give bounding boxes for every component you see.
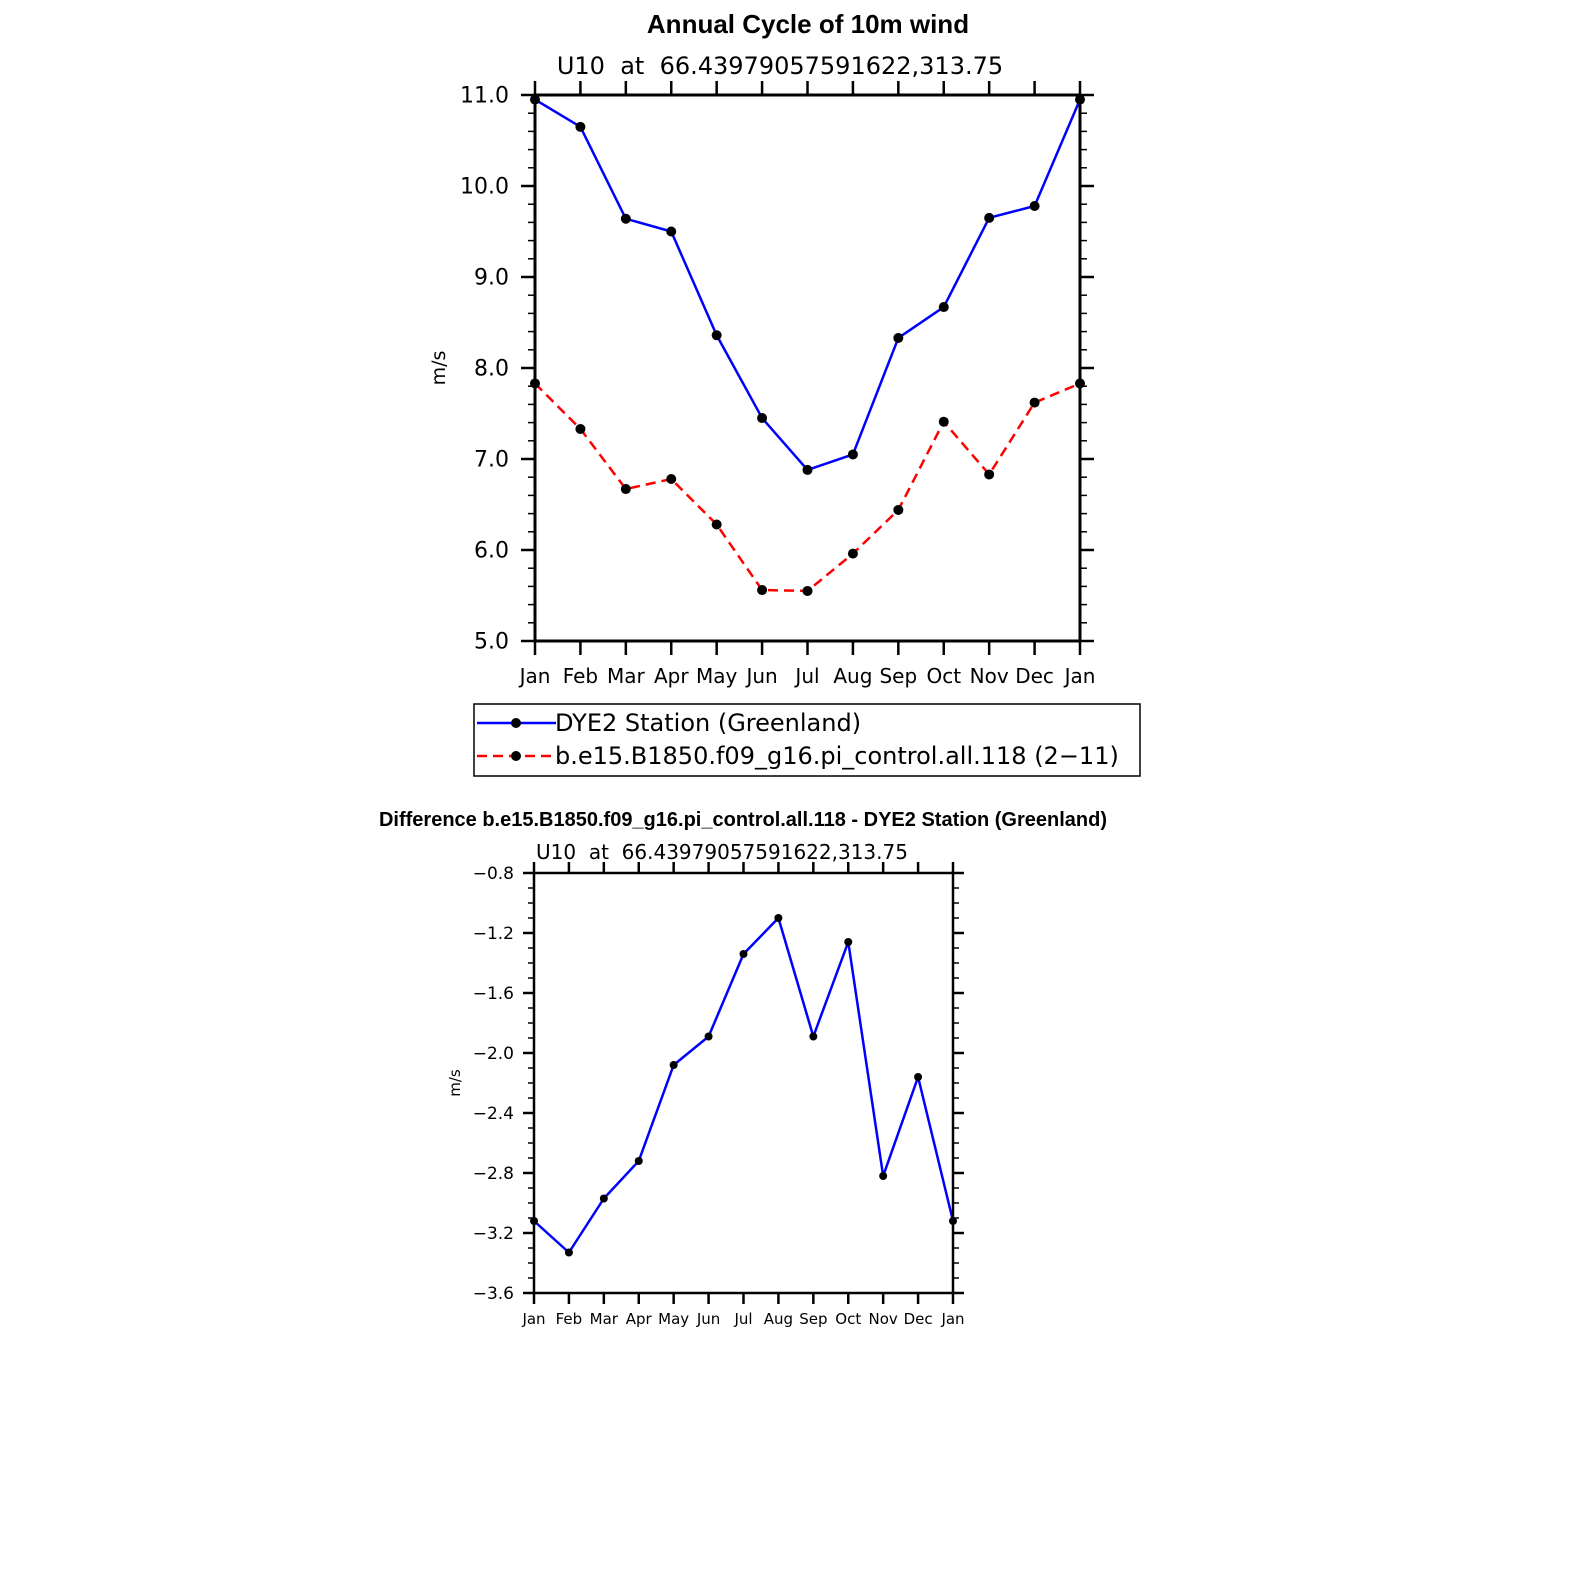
x-tick-label: Oct [926,664,961,688]
x-tick-label: Jan [521,1310,545,1328]
top-chart-frame [533,93,1082,643]
y-tick-label: 8.0 [474,357,509,382]
series-0-point [984,212,995,223]
top-chart-ylabel: m/s [428,351,450,386]
x-tick-label: Jun [696,1310,720,1328]
top-chart-axes: Jan Feb Mar Apr May Jun Jul Aug Sep Oct Nov Dec Jan 5… [460,81,1095,688]
x-tick-label: Mar [607,664,646,688]
legend-label-model: b.e15.B1850.f09_g16.pi_control.all.118 (… [555,742,1119,770]
series-1-point [620,484,631,495]
x-tick-label: Aug [833,664,872,688]
legend-marker-station [511,718,521,728]
x-tick-label: Apr [626,1310,653,1328]
bottom-chart-axes: Jan Feb Mar Apr May Jun Jul Aug Sep Oct Nov Dec Jan−… [473,862,965,1328]
y-tick-label: 10.0 [460,175,509,200]
series-0-point [620,213,631,224]
series-line-1 [534,382,1081,593]
x-tick-label: Nov [869,1310,898,1328]
bottom-chart-subtitle: U10 at 66.43979057591622,313.75 [536,840,908,864]
legend-marker-model [511,751,521,761]
x-tick-label: Mar [590,1310,619,1328]
series-1-point [575,423,586,434]
y-tick-label: 9.0 [474,266,509,291]
series-0-point [938,302,949,313]
series-0-point [739,950,748,958]
series-0-point [802,464,813,475]
series-1-point [1029,397,1040,408]
top-chart-title: Annual Cycle of 10m wind [647,9,969,39]
series-0-point [711,330,722,341]
series-0-point [634,1157,643,1165]
x-tick-label: Jan [940,1310,964,1328]
y-tick-label: 7.0 [474,448,509,473]
series-0-point [774,914,783,922]
y-tick-label: −3.2 [473,1224,514,1244]
top-chart-plot-area [530,94,1085,596]
series-1-point [893,504,904,515]
y-tick-label: −2.4 [473,1104,514,1124]
series-line-0 [534,98,1082,472]
x-tick-label: Feb [563,664,598,688]
series-0-point [893,332,904,343]
series-0-point [879,1172,888,1180]
series-0-point [757,413,768,424]
x-tick-label: Jul [793,664,819,688]
series-0-point [847,449,858,460]
x-tick-label: Jan [518,664,551,688]
x-tick-label: Jan [1063,664,1096,688]
y-tick-label: −2.8 [473,1164,514,1184]
series-1-point [802,585,813,596]
x-tick-label: Jul [733,1310,752,1328]
y-tick-label: −2.0 [473,1044,514,1064]
series-0-point [1029,201,1040,212]
x-tick-label: Apr [654,664,689,688]
series-line-0 [533,916,955,1254]
x-tick-label: May [658,1310,689,1328]
series-0-point [666,226,677,237]
series-0-point [914,1073,923,1081]
series-0-point [575,121,586,132]
series-1-point [938,416,949,427]
y-tick-label: 6.0 [474,539,509,564]
series-0-point [704,1032,713,1041]
y-tick-label: 5.0 [474,630,509,655]
legend-box [473,703,1141,777]
x-tick-label: Sep [799,1310,827,1328]
x-tick-label: Feb [556,1310,583,1328]
x-tick-label: Jun [744,664,777,688]
series-0-point [809,1032,818,1041]
x-tick-label: Dec [1015,664,1054,688]
legend-label-station: DYE2 Station (Greenland) [555,709,861,737]
series-1-point [847,548,858,559]
x-tick-label: May [696,664,738,688]
series-0-point [844,938,853,946]
bottom-chart-title: Difference b.e15.B1850.f09_g16.pi_contro… [379,809,1107,831]
series-0-point [564,1248,573,1257]
x-tick-label: Nov [970,664,1009,688]
x-tick-label: Aug [764,1310,793,1328]
y-tick-label: 11.0 [460,84,509,109]
top-chart-legend: DYE2 Station (Greenland) b.e15.B1850.f09… [473,703,1141,777]
y-tick-label: −0.8 [473,864,514,884]
x-tick-label: Sep [879,664,917,688]
x-tick-label: Dec [904,1310,933,1328]
bottom-chart-ylabel: m/s [446,1069,464,1097]
series-1-point [711,519,722,530]
y-tick-label: −3.6 [473,1284,514,1304]
bottom-chart-frame [532,871,955,1295]
y-tick-label: −1.2 [473,924,514,944]
x-tick-label: Oct [835,1310,861,1328]
series-1-point [757,585,768,596]
top-chart-subtitle: U10 at 66.43979057591622,313.75 [557,52,1003,80]
y-tick-label: −1.6 [473,984,514,1004]
bottom-chart-plot-area [530,914,957,1257]
series-1-point [666,474,677,485]
series-0-point [669,1061,678,1069]
series-1-point [984,469,995,480]
series-0-point [599,1194,608,1203]
